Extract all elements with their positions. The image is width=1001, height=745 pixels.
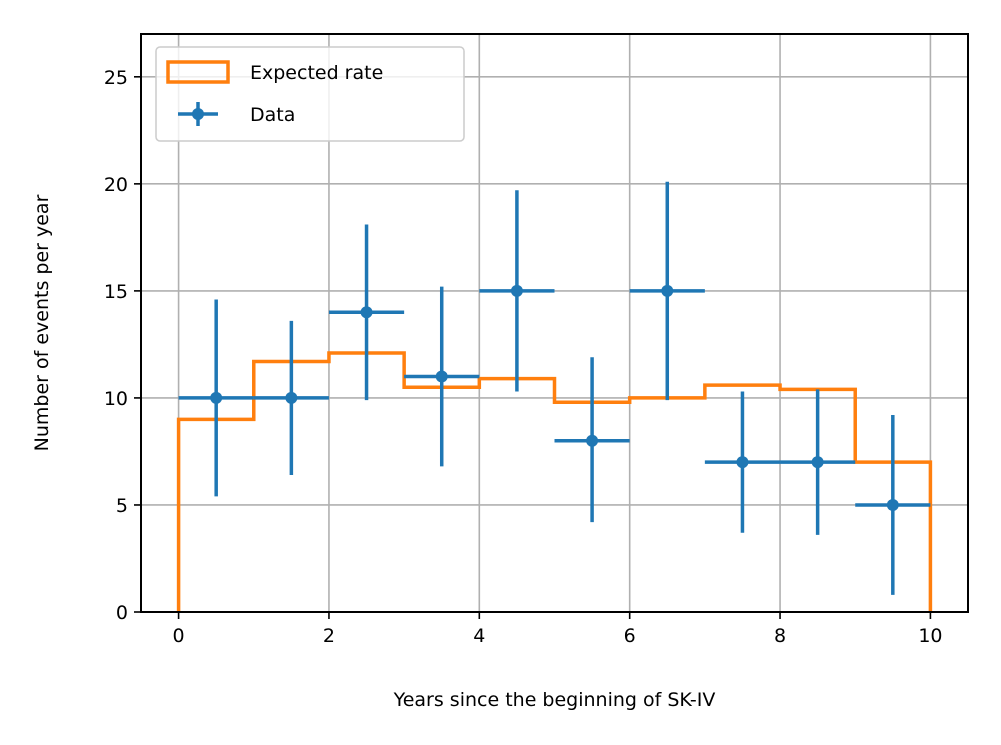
data-marker [285,391,298,404]
data-marker [661,284,674,297]
legend-data-marker [192,108,204,120]
legend-expected-swatch [166,60,230,84]
x-tick-label: 4 [473,625,485,647]
x-axis-label: Years since the beginning of SK-IV [393,689,716,711]
data-point [479,190,555,392]
data-point [328,224,405,401]
legend-box [155,46,465,142]
y-tick-label: 20 [104,174,128,196]
data-point [554,357,630,523]
data-marker [510,284,523,297]
y-axis-label: Number of events per year [31,194,53,451]
data-point [780,389,856,535]
x-tick-layer: 0 2 4 6 8 10 [173,612,943,647]
data-marker [811,456,824,469]
y-tick-label: 5 [116,495,128,517]
data-marker [886,498,899,511]
data-point [629,181,705,401]
y-tick-label: 15 [104,281,128,303]
plot-frame [140,33,969,613]
data-marker [210,391,223,404]
y-tick-layer: 0 5 10 15 20 25 [104,67,141,624]
x-tick-label: 0 [173,625,185,647]
data-point [178,299,254,497]
legend-expected-label: Expected rate [250,62,383,84]
legend-data-swatch [178,102,218,126]
y-tick-label: 25 [104,67,128,89]
y-tick-label: 0 [116,602,128,624]
data-marker [586,434,599,447]
data-point [855,415,931,595]
legend: Expected rate Data [155,46,465,142]
data-point [253,320,329,475]
data-marker [736,456,749,469]
x-tick-label: 10 [918,625,942,647]
y-tick-label: 10 [104,388,128,410]
data-point [704,391,781,533]
legend-data-label: Data [250,104,295,126]
x-tick-label: 6 [624,625,636,647]
data-point [404,286,480,467]
x-tick-label: 8 [774,625,786,647]
x-tick-label: 2 [323,625,335,647]
data-points-layer [178,181,931,595]
data-marker [435,370,448,383]
data-marker [360,306,373,319]
